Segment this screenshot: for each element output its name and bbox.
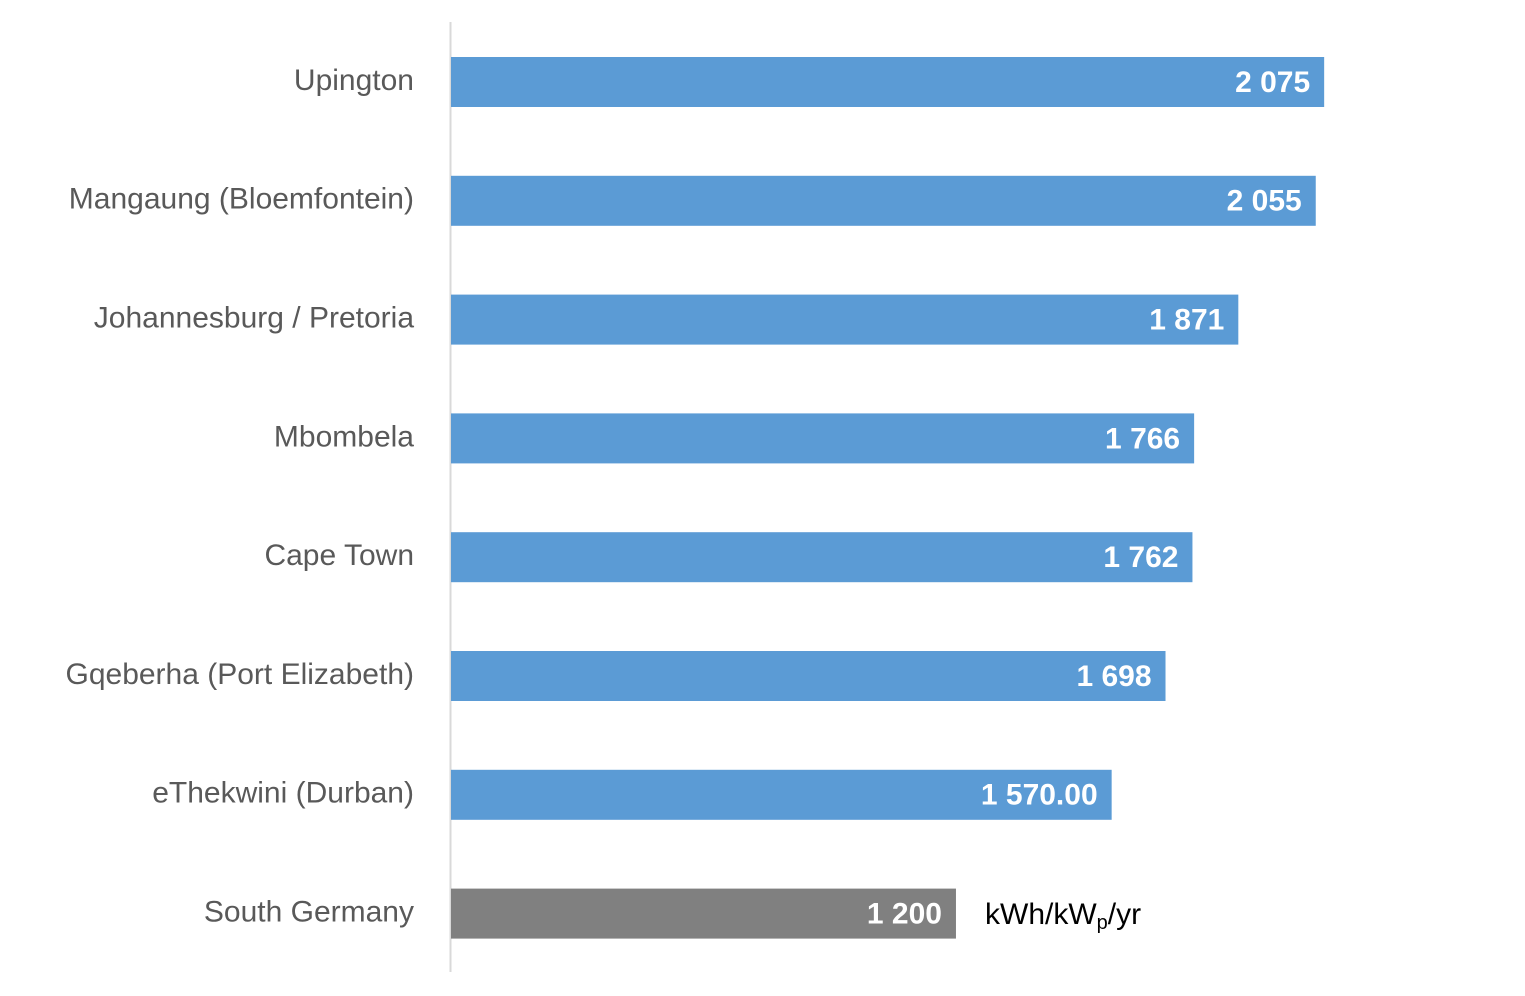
category-label: eThekwini (Durban) <box>152 777 414 810</box>
category-label: Gqeberha (Port Elizabeth) <box>65 658 414 691</box>
bar <box>451 57 1325 107</box>
bar <box>451 532 1193 583</box>
value-label: 1 698 <box>1076 660 1151 693</box>
value-label: 1 766 <box>1105 422 1180 455</box>
value-label: 1 200 <box>867 898 942 931</box>
category-label: Upington <box>294 64 414 97</box>
category-label: South Germany <box>204 896 414 929</box>
category-label: Johannesburg / Pretoria <box>94 302 415 335</box>
annotation-part: /yr <box>1108 898 1141 931</box>
value-label: 2 055 <box>1227 185 1302 218</box>
bar <box>451 651 1166 701</box>
category-label: Mbombela <box>274 420 414 453</box>
unit-annotation: kWh/kWp/yr <box>985 898 1141 934</box>
value-label: 1 762 <box>1103 541 1178 574</box>
bar <box>451 175 1316 226</box>
bar <box>451 294 1239 345</box>
bar <box>451 413 1195 464</box>
value-label: 1 871 <box>1149 304 1224 337</box>
bar <box>451 769 1112 820</box>
category-label: Mangaung (Bloemfontein) <box>69 183 414 216</box>
value-label: 1 570.00 <box>981 779 1098 812</box>
bar <box>451 888 956 939</box>
value-label: 2 075 <box>1235 66 1310 99</box>
annotation-subscript: p <box>1097 912 1108 934</box>
annotation-part: kWh/kW <box>985 898 1097 931</box>
category-label: Cape Town <box>264 539 414 572</box>
